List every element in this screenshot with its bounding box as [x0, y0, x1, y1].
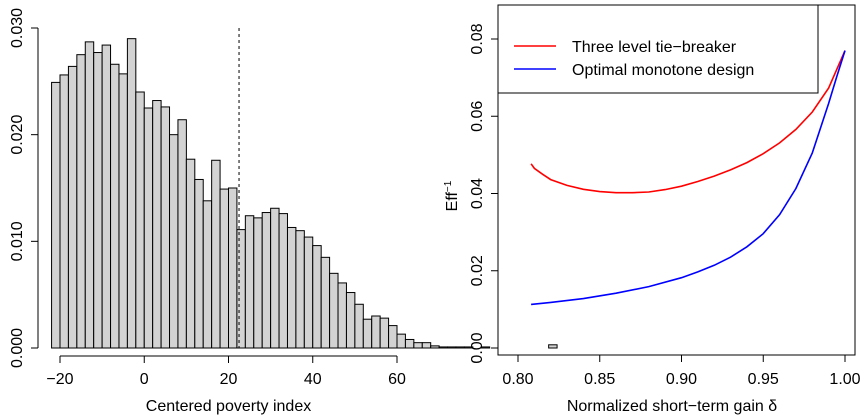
histogram-bar — [396, 333, 406, 349]
histogram-bar — [278, 213, 288, 349]
histogram-bar — [337, 282, 347, 349]
histogram-bar — [143, 107, 154, 349]
line-x-tick-label: 1.00 — [829, 371, 860, 388]
histogram-x-axis: −20 0 20 40 60 — [46, 355, 406, 388]
histogram-bar — [413, 342, 423, 349]
line-y-axis-label: Eff−1 — [443, 180, 461, 211]
histogram-bar — [438, 346, 449, 349]
histogram-y-axis: 0.000 0.010 0.020 0.030 — [9, 8, 39, 368]
histogram-y-tick-label: 0.030 — [9, 8, 26, 48]
histogram-bar — [345, 292, 356, 349]
histogram-bar — [126, 38, 137, 349]
series-line-optimal-monotone — [531, 50, 846, 306]
histogram-bar — [548, 344, 558, 349]
histogram-bar — [379, 317, 390, 349]
histogram-bar — [312, 245, 322, 349]
line-y-axis: 0.00 0.02 0.04 0.06 0.08 — [469, 23, 499, 364]
line-series-group — [530, 50, 846, 306]
histogram-bar — [76, 54, 86, 349]
histogram-bar — [362, 318, 373, 349]
histogram-bar — [211, 159, 221, 349]
histogram-bar — [286, 226, 297, 349]
histogram-bar — [160, 106, 171, 349]
histogram-bar — [84, 41, 95, 349]
histogram-bar — [447, 346, 457, 349]
histogram-bar — [244, 215, 255, 349]
legend: Three level tie−breaker Optimal monotone… — [497, 4, 819, 94]
histogram-x-tick-label: 20 — [220, 371, 238, 388]
line-x-tick-label: 0.85 — [584, 371, 615, 388]
histogram-bar — [152, 100, 162, 349]
line-x-axis: 0.80 0.85 0.90 0.95 1.00 — [502, 354, 861, 388]
histogram-x-tick-label: 60 — [388, 371, 406, 388]
histogram-bar — [455, 346, 465, 349]
histogram-bar — [236, 229, 246, 349]
histogram-bar — [303, 236, 314, 349]
histogram-bar — [253, 217, 263, 349]
histogram-bar — [329, 272, 339, 349]
line-y-axis-label-superscript: −1 — [443, 180, 454, 192]
line-y-tick-label: 0.00 — [469, 332, 486, 363]
histogram-bar — [404, 338, 415, 349]
histogram-bar — [388, 325, 398, 349]
line-y-tick-label: 0.06 — [469, 101, 486, 132]
histogram-bar — [93, 52, 103, 349]
histogram-bar — [219, 188, 229, 349]
histogram-bar — [430, 345, 440, 349]
line-y-axis-label-main: Eff — [444, 192, 461, 212]
line-x-tick-label: 0.80 — [502, 371, 533, 388]
histogram-bar — [67, 65, 78, 349]
histogram-bar — [228, 187, 238, 349]
histogram-bar — [194, 178, 204, 349]
histogram-bar — [169, 134, 179, 349]
histogram-y-tick-label: 0.020 — [9, 115, 26, 155]
histogram-x-axis-label: Centered poverty index — [146, 398, 311, 415]
histogram-bar — [110, 63, 120, 349]
histogram-bar — [421, 342, 432, 349]
line-y-tick-label: 0.04 — [469, 178, 486, 209]
histogram-x-tick-label: 40 — [304, 371, 322, 388]
legend-box — [497, 4, 819, 94]
histogram-bar — [320, 256, 331, 349]
histogram-bar — [177, 119, 187, 349]
histogram-bar — [135, 91, 145, 349]
histogram-bar — [59, 74, 69, 349]
histogram-x-tick-label: −20 — [46, 371, 73, 388]
histogram-x-tick-label: 0 — [140, 371, 149, 388]
line-y-tick-label: 0.08 — [469, 23, 486, 54]
line-x-tick-label: 0.95 — [748, 371, 779, 388]
histogram-bar — [202, 200, 213, 349]
series-line-three-level — [530, 50, 846, 194]
histogram-bars — [51, 38, 558, 349]
histogram-bar — [261, 212, 272, 349]
histogram-bar — [295, 230, 305, 349]
histogram-bar — [371, 315, 381, 349]
legend-label-optimal-monotone: Optimal monotone design — [572, 62, 754, 79]
line-x-tick-label: 0.90 — [666, 371, 697, 388]
histogram-bar — [480, 346, 491, 349]
line-y-tick-label: 0.02 — [469, 255, 486, 286]
histogram-y-tick-label: 0.000 — [9, 328, 26, 368]
histogram-bar — [463, 346, 474, 349]
legend-label-three-level: Three level tie−breaker — [572, 39, 737, 56]
histogram-bar — [101, 44, 112, 349]
histogram-bar — [118, 73, 128, 349]
histogram-bar — [270, 207, 280, 349]
histogram-bar — [51, 81, 61, 349]
histogram-bar — [185, 158, 196, 349]
line-chart-panel: 0.80 0.85 0.90 0.95 1.00 0.000.020.040.060.0… — [443, 4, 861, 415]
line-x-axis-label: Normalized short−term gain δ — [567, 398, 777, 415]
histogram-y-tick-label: 0.010 — [9, 221, 26, 261]
histogram-panel: −20 0 20 40 60 0.000 0.010 0.020 0.030 Centered… — [9, 8, 558, 415]
histogram-bar — [354, 303, 364, 349]
